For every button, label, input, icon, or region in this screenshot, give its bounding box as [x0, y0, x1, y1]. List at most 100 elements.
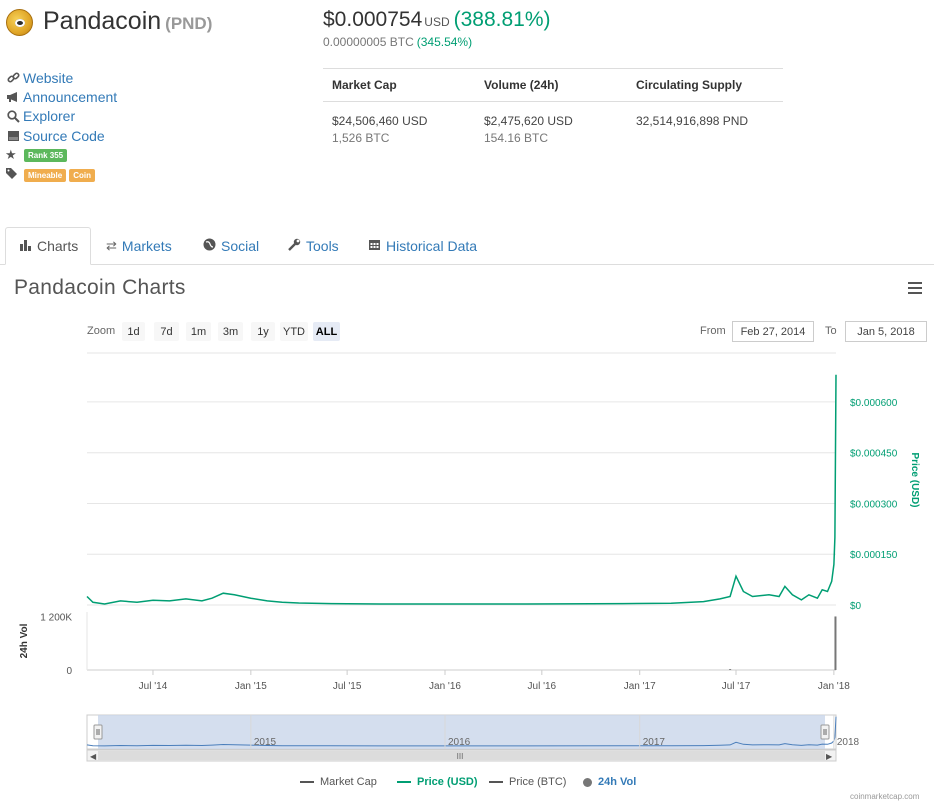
- legend-marker: [300, 781, 314, 783]
- tag-mineable[interactable]: Mineable: [24, 168, 67, 182]
- tab-charts[interactable]: Charts: [5, 227, 91, 265]
- navigator-left-handle: [93, 724, 103, 740]
- calendar-icon: [368, 238, 381, 254]
- announcement-label: Announcement: [23, 88, 118, 105]
- volume-tick-label: 0: [66, 666, 72, 677]
- tag-icon: [5, 166, 21, 184]
- source-credit: coinmarketcap.com: [850, 792, 920, 801]
- bullhorn-icon: [5, 90, 21, 104]
- price-currency: USD: [424, 15, 450, 29]
- market-cap-header: Market Cap: [332, 78, 397, 92]
- explorer-label: Explorer: [23, 108, 76, 125]
- tab-social[interactable]: Social: [203, 227, 259, 265]
- legend-24h-vol[interactable]: 24h Vol: [583, 774, 636, 790]
- legend-label: 24h Vol: [598, 776, 637, 788]
- navigator-tick-label: 2017: [643, 737, 666, 748]
- tab-markets[interactable]: ⇄ Markets: [106, 227, 172, 265]
- coin-title: Pandacoin (PND): [43, 7, 212, 36]
- tab-tools[interactable]: Tools: [288, 227, 339, 265]
- price-axis: $0 $0.000150 $0.000300 $0.000450 $0.000600: [850, 398, 898, 612]
- volume-header: Volume (24h): [484, 78, 559, 92]
- market-cap-usd: $24,506,460 USD: [332, 114, 428, 128]
- volume-axis: 0 1 200K: [40, 612, 72, 677]
- x-tick-label: Jan '17: [624, 681, 656, 692]
- website-link[interactable]: Website: [5, 68, 117, 87]
- zoom-1y-button[interactable]: 1y: [251, 322, 275, 341]
- tags-row: Mineable Coin: [5, 165, 117, 185]
- volume-pane: [729, 616, 837, 670]
- zoom-all-button[interactable]: ALL: [313, 322, 340, 341]
- supply-header: Circulating Supply: [636, 78, 743, 92]
- coin-logo: [6, 9, 33, 36]
- tab-markets-label: Markets: [121, 238, 172, 254]
- zoom-ytd-button[interactable]: YTD: [280, 322, 308, 341]
- from-date-input[interactable]: Feb 27, 2014: [732, 321, 814, 342]
- coin-name: Pandacoin: [43, 7, 162, 35]
- legend-label: Price (USD): [417, 776, 478, 788]
- tabs-divider: [0, 264, 934, 265]
- zoom-3m-button[interactable]: 3m: [218, 322, 243, 341]
- price-tick-label: $0: [850, 601, 862, 612]
- bar-chart-icon: [19, 239, 32, 254]
- legend-marker: [489, 781, 503, 783]
- globe-icon: [203, 238, 216, 254]
- source-code-label: Source Code: [23, 127, 105, 144]
- price-change: (388.81%): [453, 8, 551, 31]
- star-icon: ★: [5, 147, 17, 163]
- volume-tick-label: 1 200K: [40, 612, 72, 623]
- x-tick-label: Jul '15: [333, 681, 362, 692]
- hamburger-menu-icon[interactable]: [908, 282, 922, 294]
- tab-historical-label: Historical Data: [386, 238, 478, 254]
- price-tick-label: $0.000600: [850, 398, 898, 409]
- navigator-series: [86, 716, 837, 747]
- source-code-link[interactable]: Source Code: [5, 126, 117, 145]
- tab-tools-label: Tools: [306, 238, 339, 254]
- legend-label: Price (BTC): [509, 776, 567, 788]
- stats-table: Market Cap Volume (24h) Circulating Supp…: [323, 68, 783, 147]
- price-usd: $0.000754: [323, 8, 423, 31]
- time-axis: Jul '14 Jan '15 Jul '15 Jan '16 Jul '16 Jan '…: [139, 670, 850, 692]
- price-tick-label: $0.000150: [850, 550, 898, 561]
- volume-bar: [729, 669, 732, 670]
- supply-cell: 32,514,916,898 PND: [629, 113, 783, 147]
- explorer-link[interactable]: Explorer: [5, 107, 117, 126]
- price-axis-title: Price (USD): [909, 452, 920, 507]
- stats-header: Market Cap Volume (24h) Circulating Supp…: [323, 69, 783, 102]
- navigator-tick-label: 2016: [448, 737, 471, 748]
- price-btc: 0.00000005 BTC: [323, 35, 414, 49]
- coin-links: Website Announcement Explorer Source Cod…: [5, 68, 117, 185]
- volume-btc: 154.16 BTC: [484, 131, 549, 145]
- scrollbar-thumb: [98, 751, 825, 760]
- tag-coin[interactable]: Coin: [69, 168, 96, 182]
- legend-price-usd[interactable]: Price (USD): [397, 774, 478, 790]
- rank-row: ★ Rank 355: [5, 145, 117, 165]
- scroll-right-arrow: ▶: [826, 752, 833, 761]
- navigator-tick-label: 2018: [837, 737, 860, 748]
- tab-historical-data[interactable]: Historical Data: [368, 227, 477, 265]
- scroll-left-arrow: ◀: [90, 752, 97, 761]
- charts-title: Pandacoin Charts: [14, 276, 186, 299]
- tab-social-label: Social: [221, 238, 260, 254]
- legend-price-btc[interactable]: Price (BTC): [489, 774, 566, 790]
- circulating-supply: 32,514,916,898 PND: [636, 114, 749, 128]
- navigator-right-handle: [820, 724, 830, 740]
- hdd-icon: [5, 129, 21, 143]
- legend-market-cap[interactable]: Market Cap: [300, 774, 377, 790]
- x-tick-label: Jan '16: [429, 681, 461, 692]
- price-tick-label: $0.000450: [850, 449, 898, 460]
- zoom-1m-button[interactable]: 1m: [186, 322, 211, 341]
- exchange-icon: ⇄: [106, 238, 117, 253]
- zoom-7d-button[interactable]: 7d: [154, 322, 179, 341]
- to-date-input[interactable]: Jan 5, 2018: [845, 321, 927, 342]
- navigator-selection: [98, 715, 825, 749]
- volume-bar: [834, 616, 837, 670]
- wrench-icon: [288, 238, 301, 254]
- announcement-link[interactable]: Announcement: [5, 87, 117, 106]
- zoom-1d-button[interactable]: 1d: [122, 322, 145, 341]
- price-usd-row: $0.000754 USD (388.81%): [323, 8, 551, 32]
- tab-charts-label: Charts: [37, 238, 79, 254]
- market-cap-cell: $24,506,460 USD 1,526 BTC: [323, 113, 476, 147]
- navigator[interactable]: 2015 2016 2017 2018 ◀ ▶ III: [86, 714, 860, 762]
- legend-marker: [583, 777, 592, 787]
